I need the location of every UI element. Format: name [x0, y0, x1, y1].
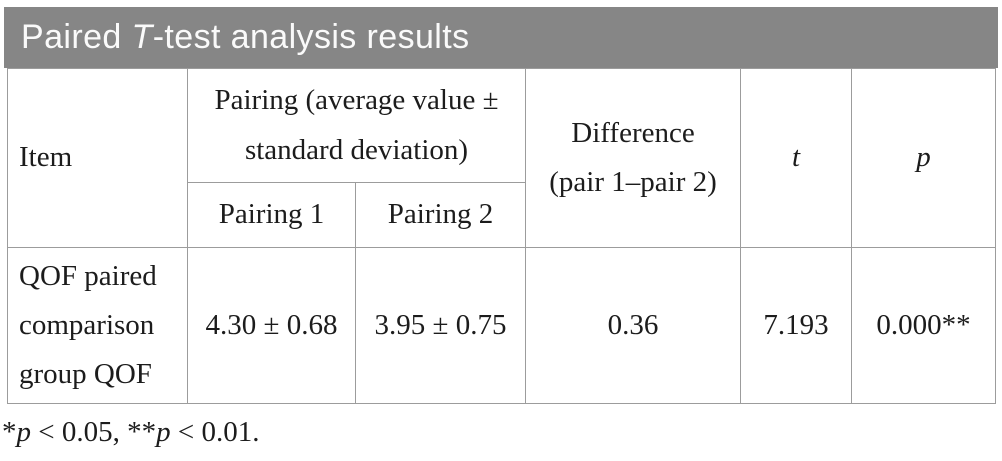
- pairing-group-line1: Pairing (average value ±: [214, 84, 499, 117]
- col-header-pairing2: Pairing 2: [354, 182, 527, 248]
- table-title-bar: Paired T-test analysis results: [4, 7, 998, 68]
- col-header-pairing-group: Pairing (average value ± standard deviat…: [186, 68, 527, 183]
- footnote-end: < 0.01.: [170, 416, 260, 448]
- header-row-1: Item Pairing (average value ± standard d…: [7, 68, 997, 248]
- title-pre: Paired: [21, 18, 132, 56]
- footnote-mid: < 0.05, **: [31, 416, 157, 448]
- title-post: -test analysis results: [152, 18, 470, 56]
- col-header-item: Item: [7, 68, 188, 248]
- footnote-star1: *: [2, 416, 17, 448]
- cell-pairing1: 4.30 ± 0.68: [187, 247, 356, 404]
- difference-line2: (pair 1–pair 2): [549, 166, 717, 198]
- difference-line1: Difference: [571, 116, 695, 149]
- col-header-difference: Difference (pair 1–pair 2): [525, 68, 742, 248]
- header-row-2: Pairing 1 Pairing 2: [8, 182, 996, 248]
- significance-footnote: *p < 0.05, **p < 0.01.: [2, 416, 1002, 449]
- footnote-p1: p: [16, 416, 32, 448]
- cell-pairing2: 3.95 ± 0.75: [354, 247, 527, 404]
- cell-difference: 0.36: [525, 247, 742, 404]
- p-label: p: [916, 141, 931, 174]
- table-row: QOF paired comparison group QOF 4.30 ± 0…: [7, 247, 997, 404]
- pairing-group-line2: standard deviation): [244, 133, 469, 166]
- t-label: t: [791, 141, 801, 174]
- col-header-pairing1: Pairing 1: [187, 182, 356, 248]
- cell-t: 7.193: [740, 247, 853, 404]
- footnote-p2: p: [156, 416, 171, 448]
- page-title: Paired T-test analysis results: [21, 18, 470, 57]
- col-header-t: t: [740, 68, 853, 248]
- col-header-p: p: [851, 68, 997, 248]
- paired-ttest-table: Item Pairing (average value ± standard d…: [7, 68, 997, 404]
- cell-item: QOF paired comparison group QOF: [7, 247, 188, 404]
- cell-p: 0.000**: [851, 247, 997, 404]
- page: Paired T-test analysis results Item Pair…: [2, 7, 1002, 449]
- title-italic-t: T: [131, 18, 153, 56]
